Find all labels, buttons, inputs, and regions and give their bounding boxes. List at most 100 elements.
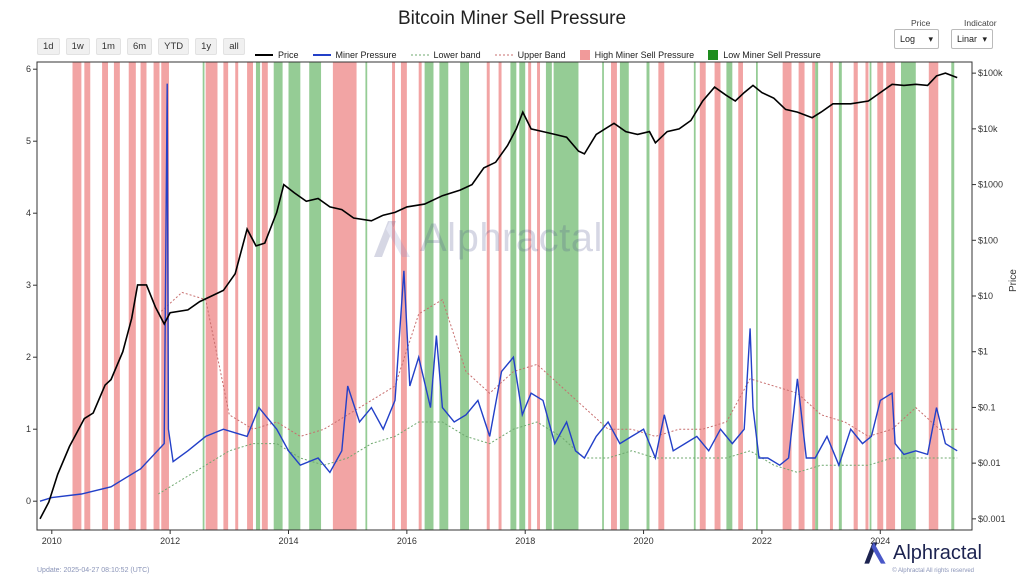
y-right-tick-label: $0.1 [978, 402, 996, 412]
high-pressure-zone [153, 62, 160, 530]
low-pressure-zone [815, 62, 819, 530]
low-pressure-zone [424, 62, 434, 530]
range-button-ytd[interactable]: YTD [158, 38, 190, 55]
high-pressure-zone [235, 62, 239, 530]
chevron-down-icon: ▾ [928, 33, 933, 44]
legend: Price Miner Pressure Lower band Upper Ba… [255, 50, 821, 60]
y-left-tick-label: 6 [26, 64, 31, 74]
low-pressure-zone [756, 62, 758, 530]
price-line [39, 72, 958, 520]
x-tick-label: 2020 [634, 536, 654, 546]
legend-item-upper-band[interactable]: Upper Band [494, 50, 566, 60]
y-right-tick-label: $1 [978, 347, 988, 357]
legend-item-high-pressure[interactable]: High Miner Sell Pressure [579, 50, 695, 60]
chart-title: Bitcoin Miner Sell Pressure [397, 8, 627, 29]
low-pressure-zone [838, 62, 842, 530]
miner-pressure-line [39, 83, 958, 502]
legend-line-icon [255, 54, 273, 56]
range-button-6m[interactable]: 6m [126, 38, 153, 55]
high-pressure-zone [798, 62, 805, 530]
high-pressure-zone [886, 62, 896, 530]
y-right-tick-label: $100k [978, 68, 1003, 78]
high-pressure-zone [261, 62, 268, 530]
update-timestamp: Update: 2025-04-27 08:10:52 (UTC) [37, 567, 150, 574]
brand-logo: Alphractal [862, 540, 982, 566]
high-pressure-zone [84, 62, 91, 530]
low-pressure-zone [519, 62, 526, 530]
legend-item-price[interactable]: Price [255, 50, 299, 60]
y-right-tick-label: $1000 [978, 180, 1003, 190]
y-left-tick-label: 1 [26, 424, 31, 434]
high-pressure-zone [392, 62, 396, 530]
high-pressure-zone [332, 62, 357, 530]
low-pressure-zone [619, 62, 629, 530]
legend-item-low-pressure[interactable]: Low Miner Sell Pressure [708, 50, 821, 60]
y-left-tick-label: 4 [26, 208, 31, 218]
x-tick-label: 2016 [397, 536, 417, 546]
legend-dotted-icon [410, 54, 429, 56]
indicator-scale-select[interactable]: Linar ▾ [951, 29, 993, 49]
high-pressure-zone [738, 62, 743, 530]
range-button-1m[interactable]: 1m [95, 38, 121, 55]
legend-label: High Miner Sell Pressure [594, 50, 695, 60]
high-pressure-zone [140, 62, 147, 530]
low-pressure-zone [288, 62, 301, 530]
range-selector: 1d 1w 1m 6m YTD 1y all [37, 38, 245, 55]
y-right-tick-label: $10 [978, 291, 993, 301]
high-pressure-zone [418, 62, 422, 530]
low-pressure-zone [646, 62, 650, 530]
low-pressure-zone [726, 62, 733, 530]
high-pressure-zone [928, 62, 939, 530]
legend-item-miner-pressure[interactable]: Miner Pressure [312, 50, 397, 60]
legend-label: Upper Band [517, 50, 566, 60]
low-pressure-zone [202, 62, 205, 530]
y-right-tick-label: $0.001 [978, 514, 1006, 524]
range-button-all[interactable]: all [223, 38, 245, 55]
high-pressure-zone [865, 62, 869, 530]
range-button-1y[interactable]: 1y [195, 38, 218, 55]
high-pressure-zone [658, 62, 665, 530]
high-pressure-zone [611, 62, 617, 530]
high-pressure-zone [102, 62, 109, 530]
upper-band-line [157, 291, 958, 437]
low-pressure-zone [553, 62, 579, 530]
high-pressure-zone [714, 62, 721, 530]
x-tick-label: 2024 [870, 536, 890, 546]
high-pressure-zone [486, 62, 490, 530]
x-tick-label: 2018 [515, 536, 535, 546]
brand-text: Alphractal [893, 541, 982, 564]
y-left-tick-label: 2 [26, 352, 31, 362]
y-left-tick-label: 5 [26, 136, 31, 146]
indicator-scale-label: Indicator [964, 18, 997, 28]
high-pressure-zone [812, 62, 816, 530]
y-right-tick-label: $100 [978, 235, 998, 245]
y-right-tick-label: $0.01 [978, 458, 1001, 468]
legend-label: Lower band [433, 50, 481, 60]
legend-square-icon [579, 50, 590, 60]
price-scale-label: Price [911, 18, 931, 28]
y-left-tick-label: 0 [26, 496, 31, 506]
low-pressure-zone [869, 62, 872, 530]
lower-band-line [158, 421, 958, 495]
legend-label: Price [278, 50, 299, 60]
high-pressure-zone [528, 62, 532, 530]
alphractal-logo-icon [864, 542, 886, 564]
price-scale-select[interactable]: Log ▾ [894, 29, 939, 49]
chevron-down-icon: ▾ [982, 33, 987, 44]
low-pressure-zone [460, 62, 469, 530]
legend-label: Low Miner Sell Pressure [723, 50, 821, 60]
high-pressure-zone [699, 62, 706, 530]
high-pressure-zone [72, 62, 82, 530]
high-pressure-zone [113, 62, 120, 530]
low-pressure-zone [900, 62, 916, 530]
high-pressure-zone [829, 62, 833, 530]
range-button-1d[interactable]: 1d [37, 38, 60, 55]
alphractal-logo-icon [374, 220, 410, 257]
legend-square-icon [708, 50, 719, 60]
watermark: Alphractal [370, 216, 603, 261]
range-button-1w[interactable]: 1w [65, 38, 90, 55]
low-pressure-zone [510, 62, 517, 530]
low-pressure-zone [365, 62, 368, 530]
legend-item-lower-band[interactable]: Lower band [410, 50, 481, 60]
